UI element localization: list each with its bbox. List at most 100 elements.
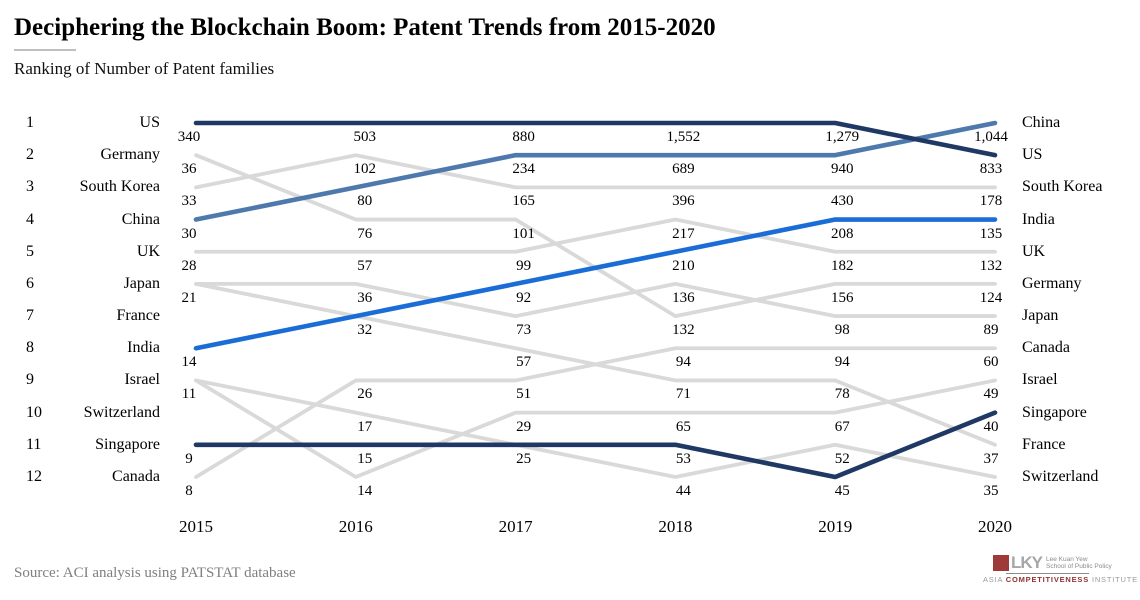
- value-label-israel: 67: [834, 418, 850, 435]
- value-label-china: 940: [830, 161, 854, 178]
- value-label-germany: 132: [672, 322, 695, 339]
- source-note: Source: ACI analysis using PATSTAT datab…: [14, 565, 296, 581]
- value-label-singapore: 25: [516, 450, 532, 467]
- value-label-germany: 76: [357, 225, 373, 242]
- value-label-uk: 217: [672, 225, 695, 242]
- country-label-left-us: US: [139, 114, 160, 131]
- lky-aci-logo: LKY Lee Kuan Yew School of Public Policy…: [983, 551, 1137, 597]
- value-label-india: 135: [979, 225, 1003, 242]
- value-label-india: 210: [672, 257, 695, 274]
- value-label-japan: 21: [181, 289, 197, 306]
- series-line-uk: [194, 217, 997, 254]
- series-line-south-korea: [194, 153, 997, 190]
- country-label-left-singapore: Singapore: [95, 435, 160, 453]
- value-label-india: 32: [357, 322, 373, 339]
- value-label-singapore: 9: [185, 450, 193, 467]
- value-label-us: 503: [353, 129, 377, 145]
- country-label-left-canada: Canada: [112, 467, 160, 485]
- value-label-germany: 36: [181, 161, 197, 178]
- value-label-uk: 132: [979, 257, 1003, 274]
- country-label-right-switzerland: Switzerland: [1022, 467, 1099, 485]
- value-label-south-korea: 396: [672, 193, 695, 210]
- value-label-japan: 98: [834, 322, 850, 339]
- value-label-germany: 156: [830, 289, 854, 306]
- year-label: 2019: [818, 517, 853, 536]
- logo-red-square-icon: [993, 555, 1009, 571]
- value-label-canada: 26: [357, 386, 373, 403]
- series-line-israel: [194, 378, 997, 479]
- country-label-left-south-korea: South Korea: [79, 178, 160, 196]
- value-label-singapore: 45: [834, 482, 850, 499]
- country-label-left-india: India: [127, 339, 160, 357]
- country-label-right-germany: Germany: [1022, 274, 1082, 292]
- value-label-uk: 182: [830, 257, 854, 274]
- year-label: 2020: [978, 517, 1012, 536]
- value-label-india: 208: [830, 225, 854, 242]
- value-label-uk: 57: [357, 257, 373, 274]
- country-label-right-france: France: [1022, 435, 1066, 453]
- value-label-india: 92: [516, 289, 532, 306]
- year-label: 2018: [658, 517, 693, 536]
- logo-asia: ASIA: [983, 575, 1003, 584]
- series-line-japan: [194, 281, 997, 318]
- country-label-left-switzerland: Switzerland: [83, 403, 160, 421]
- value-label-germany: 124: [979, 289, 1003, 306]
- country-label-right-us: US: [1022, 146, 1043, 164]
- rank-number: 11: [26, 435, 42, 453]
- value-label-south-korea: 102: [353, 161, 377, 178]
- series-line-singapore: [193, 410, 998, 480]
- value-label-canada: 51: [516, 386, 532, 403]
- value-label-us: 880: [512, 129, 535, 145]
- series-line-switzerland: [194, 378, 997, 479]
- value-label-us: 1,279: [825, 129, 860, 145]
- value-label-japan: 136: [672, 289, 695, 306]
- value-label-uk: 99: [516, 257, 532, 274]
- rank-number: 9: [26, 371, 34, 389]
- value-label-switzerland: 44: [675, 482, 691, 499]
- rank-number: 4: [26, 210, 34, 228]
- rank-number: 8: [26, 339, 34, 357]
- country-label-right-israel: Israel: [1022, 371, 1058, 389]
- country-label-left-france: France: [116, 307, 160, 325]
- value-label-canada: 94: [675, 354, 691, 371]
- country-label-right-uk: UK: [1022, 242, 1046, 260]
- value-label-france: 71: [675, 386, 691, 403]
- value-label-france: 78: [834, 386, 850, 403]
- country-label-left-japan: Japan: [123, 274, 160, 292]
- value-label-uk: 28: [181, 257, 197, 274]
- country-label-right-india: India: [1022, 210, 1055, 228]
- rank-number: 6: [26, 274, 34, 292]
- series-line-canada: [194, 346, 997, 479]
- logo-competitiveness: COMPETITIVENESS: [1005, 573, 1090, 584]
- value-label-switzerland: 35: [983, 482, 999, 499]
- rank-number: 12: [26, 467, 42, 485]
- value-label-china: 1,044: [974, 129, 1008, 145]
- rank-number: 1: [26, 114, 34, 131]
- value-label-china: 689: [672, 161, 695, 178]
- value-label-canada: 60: [983, 354, 999, 371]
- value-label-canada: 94: [834, 354, 850, 371]
- series-line-us: [193, 120, 998, 158]
- country-label-left-germany: Germany: [100, 146, 160, 164]
- value-label-us: 340: [177, 129, 201, 145]
- series-line-china: [193, 120, 998, 222]
- value-label-japan: 89: [983, 322, 999, 339]
- chart-subtitle: Ranking of Number of Patent families: [14, 59, 275, 78]
- logo-school-name: Lee Kuan Yew School of Public Policy: [1046, 556, 1112, 571]
- value-label-china: 80: [357, 193, 373, 210]
- value-label-israel: 65: [675, 418, 691, 435]
- country-label-right-japan: Japan: [1022, 307, 1059, 325]
- country-label-left-israel: Israel: [124, 371, 160, 389]
- country-label-right-singapore: Singapore: [1022, 403, 1087, 421]
- year-label: 2015: [179, 517, 213, 536]
- value-label-singapore: 15: [357, 450, 373, 467]
- value-label-france: 37: [983, 450, 999, 467]
- value-label-israel: 29: [516, 418, 532, 435]
- value-label-south-korea: 178: [979, 193, 1003, 210]
- value-label-south-korea: 430: [830, 193, 854, 210]
- value-label-canada: 8: [185, 482, 193, 499]
- value-label-israel: 49: [983, 386, 999, 403]
- value-label-singapore: 53: [675, 450, 691, 467]
